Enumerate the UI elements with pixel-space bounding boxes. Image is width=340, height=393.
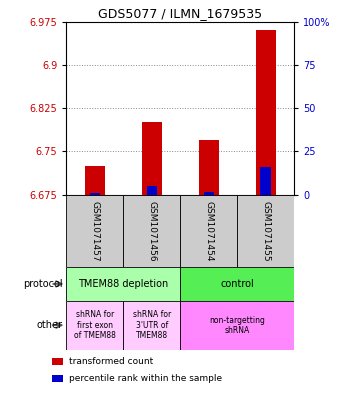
Text: shRNA for
3'UTR of
TMEM88: shRNA for 3'UTR of TMEM88 <box>133 310 171 340</box>
Bar <box>90 193 100 195</box>
Bar <box>52 375 63 382</box>
Bar <box>142 123 162 195</box>
Bar <box>66 195 123 267</box>
Title: GDS5077 / ILMN_1679535: GDS5077 / ILMN_1679535 <box>98 7 262 20</box>
Text: protocol: protocol <box>23 279 63 289</box>
Text: GSM1071455: GSM1071455 <box>261 200 270 261</box>
Bar <box>199 140 219 195</box>
Bar <box>180 267 294 301</box>
Bar <box>204 192 214 195</box>
Bar <box>256 30 276 195</box>
Text: GSM1071456: GSM1071456 <box>147 200 156 261</box>
Bar <box>180 195 237 267</box>
Bar <box>66 301 123 350</box>
Text: GSM1071454: GSM1071454 <box>204 201 213 261</box>
Bar <box>85 166 105 195</box>
Bar <box>123 195 180 267</box>
Text: non-targetting
shRNA: non-targetting shRNA <box>209 316 265 335</box>
Bar <box>66 267 180 301</box>
Text: shRNA for
first exon
of TMEM88: shRNA for first exon of TMEM88 <box>74 310 116 340</box>
Bar <box>52 358 63 365</box>
Text: transformed count: transformed count <box>69 357 153 366</box>
Text: TMEM88 depletion: TMEM88 depletion <box>78 279 168 289</box>
Bar <box>260 167 271 195</box>
Bar <box>147 186 157 195</box>
Text: control: control <box>220 279 254 289</box>
Bar <box>180 301 294 350</box>
Text: percentile rank within the sample: percentile rank within the sample <box>69 374 222 383</box>
Text: other: other <box>37 320 63 330</box>
Bar <box>237 195 294 267</box>
Bar <box>123 301 180 350</box>
Text: GSM1071457: GSM1071457 <box>90 200 99 261</box>
